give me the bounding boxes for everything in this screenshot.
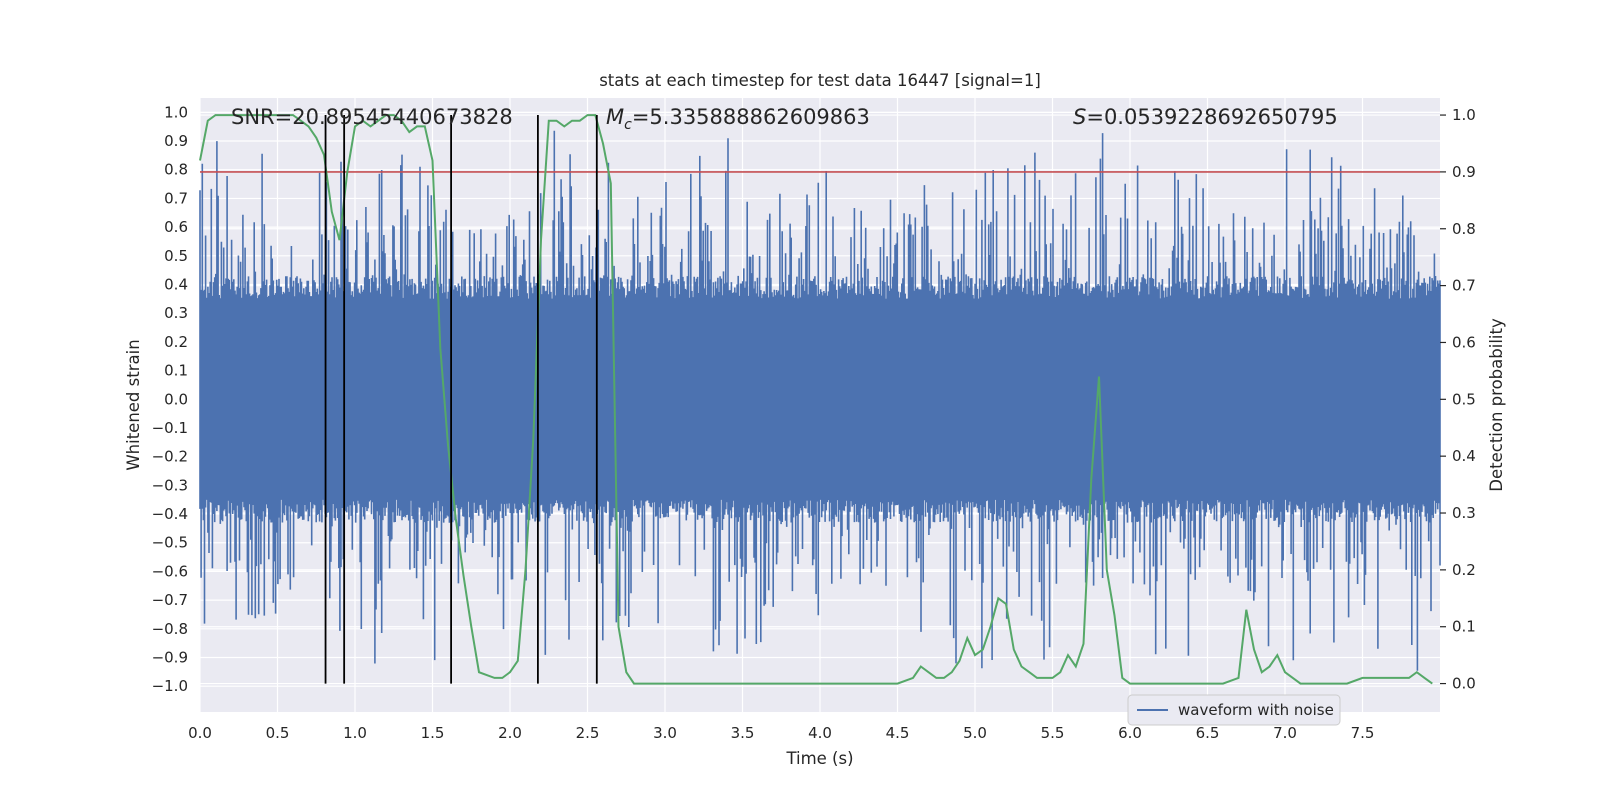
left-y-tick-label: 1.0 — [164, 103, 188, 121]
x-tick-label: 2.0 — [498, 724, 522, 742]
left-y-tick-label: 0.9 — [164, 132, 188, 150]
x-tick-label: 1.5 — [421, 724, 445, 742]
x-tick-label: 2.5 — [576, 724, 600, 742]
left-y-tick-label: −0.3 — [152, 476, 188, 494]
right-y-tick-label: 0.0 — [1452, 675, 1476, 693]
x-tick-label: 7.0 — [1273, 724, 1297, 742]
chirp-mass-subscript: c — [624, 117, 632, 133]
right-y-tick-label: 0.2 — [1452, 561, 1476, 579]
right-y-tick-label: 0.5 — [1452, 390, 1476, 408]
left-y-tick-label: −0.7 — [152, 591, 188, 609]
left-y-tick-label: −0.1 — [152, 419, 188, 437]
x-tick-label: 3.0 — [653, 724, 677, 742]
x-tick-label: 0.5 — [266, 724, 290, 742]
legend-box — [1127, 694, 1341, 726]
left-y-tick-label: −0.2 — [152, 448, 188, 466]
left-y-tick-label: 0.1 — [164, 362, 188, 380]
x-tick-label: 3.5 — [731, 724, 755, 742]
left-y-tick-label: 0.3 — [164, 304, 188, 322]
left-y-tick-label: −0.5 — [152, 534, 188, 552]
chirp-mass-value: =5.335888862609863 — [632, 105, 870, 129]
left-y-tick-label: −0.6 — [152, 562, 188, 580]
left-y-tick-label: −0.9 — [152, 648, 188, 666]
right-y-tick-label: 0.9 — [1452, 163, 1476, 181]
s-annotation: S=0.0539228692650795 — [1073, 105, 1338, 129]
x-tick-label: 5.5 — [1041, 724, 1065, 742]
x-tick-label: 5.0 — [963, 724, 987, 742]
right-y-tick-label: 0.6 — [1452, 333, 1476, 351]
right-y-tick-label: 0.8 — [1452, 220, 1476, 238]
legend: waveform with noise — [1127, 694, 1341, 726]
x-tick-label: 1.0 — [343, 724, 367, 742]
left-y-axis-ticks: 1.0 0.9 0.8 0.7 0.6 0.5 0.4 0.3 0.2 0.1 0.0 −0.1 −0.… — [152, 103, 188, 695]
x-axis-label: Time (s) — [785, 749, 853, 768]
vertical-markers — [324, 115, 598, 684]
left-y-axis-label: Whitened strain — [124, 339, 143, 470]
left-y-tick-label: 0.7 — [164, 189, 188, 207]
legend-label-waveform: waveform with noise — [1178, 701, 1334, 719]
right-y-tick-label: 0.3 — [1452, 504, 1476, 522]
right-y-tick-label: 1.0 — [1452, 106, 1476, 124]
chirp-mass-annotation: Mc=5.335888862609863 — [606, 105, 870, 133]
x-tick-label: 4.0 — [808, 724, 832, 742]
x-tick-label: 4.5 — [886, 724, 910, 742]
chirp-mass-symbol: M — [606, 105, 624, 129]
left-y-tick-label: −0.8 — [152, 620, 188, 638]
snr-annotation: SNR=20.89545440673828 — [231, 105, 513, 129]
x-tick-label: 0.0 — [188, 724, 212, 742]
right-y-tick-label: 0.4 — [1452, 447, 1476, 465]
probability-curve — [199, 114, 1433, 685]
left-y-tick-label: 0.5 — [164, 247, 188, 265]
x-tick-label: 6.5 — [1196, 724, 1220, 742]
waveform-core-band — [200, 298, 1440, 500]
left-y-tick-label: 0.4 — [164, 275, 188, 293]
left-y-tick-label: −1.0 — [152, 677, 188, 695]
left-y-tick-label: 0.2 — [164, 333, 188, 351]
s-value: =0.0539228692650795 — [1086, 105, 1337, 129]
s-symbol: S — [1073, 105, 1086, 129]
left-y-tick-label: 0.6 — [164, 218, 188, 236]
left-y-tick-label: 0.0 — [164, 390, 188, 408]
right-y-tick-label: 0.7 — [1452, 277, 1476, 295]
x-tick-label: 7.5 — [1351, 724, 1375, 742]
right-y-tick-label: 0.1 — [1452, 618, 1476, 636]
chart-title: stats at each timestep for test data 164… — [599, 71, 1041, 90]
x-axis-ticks: 0.0 0.5 1.0 1.5 2.0 2.5 3.0 3.5 4.0 4.5 5.0 5.5 6.0 6… — [188, 724, 1374, 742]
left-y-tick-label: 0.8 — [164, 161, 188, 179]
right-y-axis-label: Detection probability — [1487, 318, 1506, 492]
waveform-series — [199, 130, 1441, 671]
probability-series — [199, 114, 1433, 685]
left-y-tick-label: −0.4 — [152, 505, 188, 523]
x-tick-label: 6.0 — [1118, 724, 1142, 742]
right-y-axis-ticks: 1.0 0.9 0.8 0.7 0.6 0.5 0.4 0.3 0.2 0.1 0.0 — [1440, 106, 1476, 693]
